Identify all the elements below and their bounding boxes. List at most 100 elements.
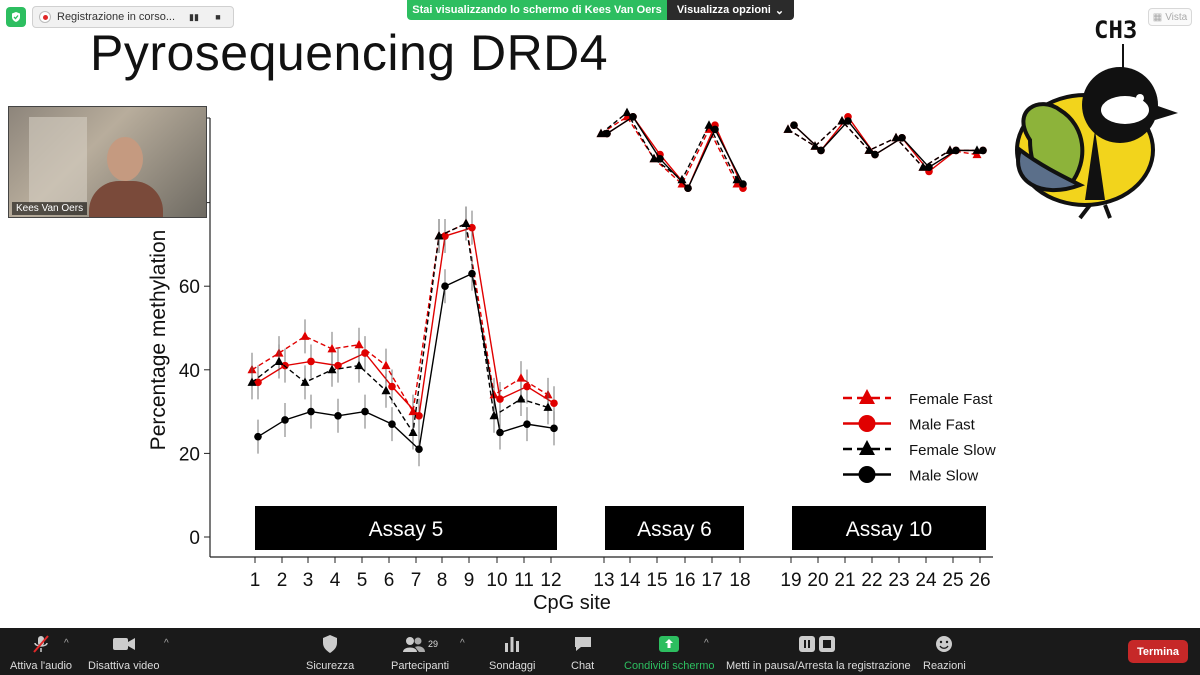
chat-button[interactable]: Chat	[571, 632, 594, 672]
data-point	[871, 150, 879, 159]
x-tick-label: 10	[486, 570, 507, 591]
data-point	[468, 269, 476, 278]
y-tick-label: 60	[179, 277, 200, 298]
data-point	[489, 410, 499, 420]
series-line	[793, 119, 983, 169]
view-options-button[interactable]: Visualizza opzioni ⌄	[667, 0, 794, 20]
participant-head	[107, 137, 143, 181]
data-point	[629, 113, 637, 121]
data-point	[656, 155, 664, 163]
bird-illustration-icon: CH3	[1015, 16, 1178, 220]
view-button-label: Vista	[1165, 11, 1188, 23]
data-point	[516, 394, 526, 403]
legend-marker	[859, 440, 875, 455]
pause-stop-icon	[798, 632, 838, 656]
x-tick-label: 1	[250, 570, 261, 591]
reactions-button[interactable]: Reazioni	[923, 632, 966, 672]
stop-icon[interactable]: ■	[215, 12, 221, 22]
data-point	[603, 129, 611, 138]
data-point	[739, 180, 747, 188]
data-point	[254, 378, 262, 387]
data-point	[496, 395, 504, 403]
y-tick-label: 20	[179, 444, 200, 465]
y-tick-label: 40	[179, 361, 200, 382]
participants-button[interactable]: 29 Partecipanti	[391, 632, 449, 672]
data-point	[979, 146, 987, 155]
participant-video-tile[interactable]: Kees Van Oers	[8, 106, 207, 218]
polls-button[interactable]: Sondaggi	[489, 632, 536, 672]
audio-button[interactable]: Attiva l'audio	[10, 632, 72, 672]
data-point	[334, 361, 342, 370]
x-tick-label: 14	[619, 570, 641, 591]
data-point	[516, 373, 526, 382]
pause-icon[interactable]: ▮▮	[189, 11, 199, 22]
data-point	[441, 282, 449, 291]
participants-caret-icon[interactable]: ^	[460, 638, 465, 649]
legend-label: Female Slow	[909, 442, 996, 459]
data-point	[649, 153, 659, 163]
data-point	[891, 132, 901, 142]
x-tick-label: 23	[888, 570, 909, 591]
polls-icon	[503, 632, 521, 656]
pause-stop-recording-button[interactable]: Metti in pausa/Arresta la registrazione	[726, 632, 911, 672]
x-tick-label: 24	[915, 570, 937, 591]
x-tick-label: 18	[729, 570, 750, 591]
legend-label: Female Fast	[909, 391, 993, 408]
share-screen-button[interactable]: Condividi schermo	[624, 632, 714, 672]
series-line	[257, 226, 555, 418]
recording-indicator[interactable]: Registrazione in corso... ▮▮ ■	[32, 6, 234, 28]
data-point	[388, 382, 396, 391]
data-point	[441, 232, 449, 240]
assay-label: Assay 10	[846, 518, 932, 541]
x-tick-label: 5	[357, 570, 368, 591]
assay-box	[605, 506, 744, 550]
data-point	[952, 146, 960, 155]
security-shield-icon[interactable]	[6, 7, 26, 27]
x-tick-label: 25	[942, 570, 963, 591]
data-point	[381, 360, 391, 370]
recording-status: Registrazione in corso...	[57, 11, 175, 23]
data-point	[468, 223, 476, 232]
x-tick-label: 26	[969, 570, 990, 591]
x-tick-label: 20	[807, 570, 828, 591]
data-point	[684, 184, 692, 192]
share-banner-text: Stai visualizzando lo schermo di Kees Va…	[407, 0, 667, 20]
data-point	[543, 402, 553, 411]
security-button[interactable]: Sicurezza	[306, 632, 354, 672]
x-tick-label: 6	[384, 570, 395, 591]
share-caret-icon[interactable]: ^	[704, 638, 709, 649]
video-button[interactable]: Disattiva video	[88, 632, 160, 672]
audio-label: Attiva l'audio	[10, 660, 73, 672]
video-caret-icon[interactable]: ^	[164, 638, 169, 649]
data-point	[300, 377, 310, 386]
data-point	[388, 420, 396, 428]
data-point	[381, 385, 391, 395]
data-point	[354, 360, 364, 370]
participants-label: Partecipanti	[391, 660, 450, 672]
audio-caret-icon[interactable]: ^	[64, 638, 69, 649]
data-point	[496, 428, 504, 437]
end-meeting-button[interactable]: Termina	[1128, 640, 1188, 663]
pause-stop-label: Metti in pausa/Arresta la registrazione	[726, 660, 911, 672]
y-tick-label: 0	[189, 528, 200, 549]
data-point	[704, 120, 714, 129]
legend-label: Male Fast	[909, 417, 976, 434]
view-button[interactable]: ▦ Vista	[1148, 8, 1192, 26]
series-line	[793, 115, 983, 173]
view-options-label: Visualizza opzioni	[676, 4, 771, 16]
data-point	[361, 407, 369, 416]
data-point	[783, 124, 793, 133]
legend-marker	[858, 466, 876, 483]
participant-name: Kees Van Oers	[12, 202, 88, 215]
x-tick-label: 11	[514, 570, 534, 591]
x-tick-label: 4	[330, 570, 341, 591]
x-tick-label: 19	[780, 570, 801, 591]
legend-marker	[859, 389, 875, 404]
participant-body	[89, 181, 163, 217]
data-point	[523, 382, 531, 391]
x-tick-label: 8	[437, 570, 448, 591]
x-tick-label: 16	[674, 570, 695, 591]
data-point	[415, 411, 423, 420]
data-point	[461, 218, 471, 227]
